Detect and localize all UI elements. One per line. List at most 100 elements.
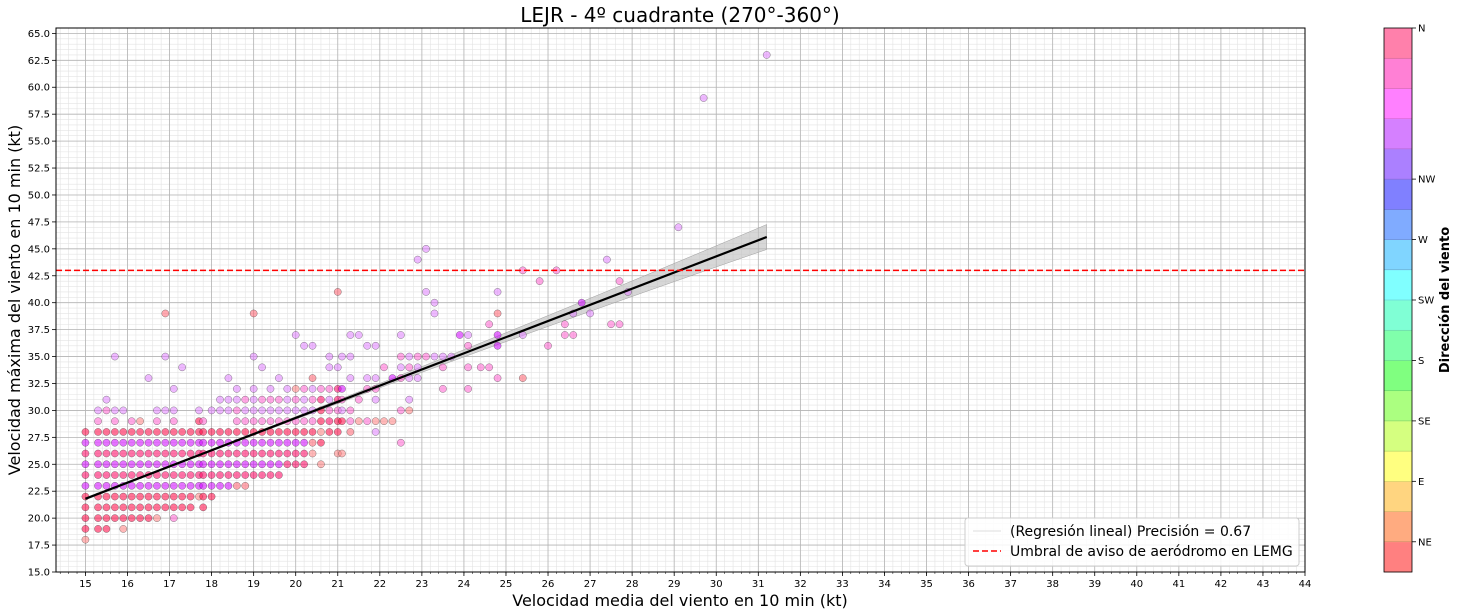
scatter-point [169,514,178,522]
scatter-point [199,481,208,490]
scatter-point [535,277,544,285]
legend-threshold-label: Umbral de aviso de aeródromo en LEMG [1010,544,1293,560]
scatter-point [169,481,178,490]
x-tick-label: 19 [247,579,260,590]
scatter-point [216,395,224,404]
scatter-point [161,309,170,318]
scatter-point [161,352,170,361]
scatter-point [325,406,334,415]
scatter-point [241,406,250,415]
scatter-point [439,385,447,393]
scatter-point [136,503,144,512]
scatter-point [102,395,111,404]
scatter-point [275,395,283,404]
x-tick-label: 42 [1215,579,1228,590]
x-tick-label: 44 [1299,579,1312,590]
scatter-point [325,395,334,404]
scatter-point [258,395,266,404]
scatter-point [291,395,300,404]
scatter-point [249,449,258,458]
scatter-point [127,481,136,490]
colorbar-segment [1384,481,1412,512]
scatter-point [224,460,233,469]
scatter-point [94,406,102,415]
scatter-point [266,460,275,469]
scatter-point [161,503,170,512]
y-tick-label: 42.5 [28,271,50,282]
colorbar-tick-label: SE [1418,416,1431,427]
x-tick-label: 20 [289,579,302,590]
scatter-point [102,449,111,458]
scatter-point [317,395,325,404]
x-tick-label: 33 [836,579,849,590]
scatter-point [199,492,208,501]
scatter-point [346,428,355,436]
scatter-point [178,471,187,479]
colorbar-segment [1384,300,1412,331]
scatter-point [241,449,250,458]
scatter-point [333,428,342,436]
scatter-point [607,320,615,329]
scatter-point [127,460,136,469]
scatter-point [232,417,241,426]
scatter-point [561,320,569,329]
scatter-point [308,341,317,350]
scatter-point [333,288,342,296]
scatter-point [422,244,430,253]
y-tick-label: 35.0 [28,352,50,363]
scatter-point [275,374,283,382]
scatter-point [266,406,275,415]
scatter-point [186,481,195,490]
scatter-point [224,406,233,415]
colorbar-tick-label: N [1418,24,1425,35]
scatter-point [161,471,170,479]
colorbar-tick-label: E [1418,477,1424,488]
scatter-point [94,525,102,533]
scatter-point [300,460,308,469]
scatter-point [266,417,275,426]
scatter-point [199,428,208,436]
scatter-point [207,481,216,490]
scatter-point [325,363,334,372]
scatter-points [81,51,771,544]
scatter-point [241,438,250,447]
scatter-point [178,492,187,501]
scatter-point [153,481,161,490]
colorbar-segment [1384,360,1412,392]
scatter-point [586,309,594,318]
scatter-point [161,428,170,436]
scatter-point [102,503,111,512]
scatter-point [291,385,300,393]
colorbar-segment [1384,58,1412,89]
scatter-point [81,428,90,436]
scatter-point [430,298,439,307]
y-tick-label: 20.0 [28,514,50,525]
x-tick-label: 25 [500,579,513,590]
y-tick-label: 27.5 [28,433,50,444]
scatter-point [169,449,178,458]
scatter-point [127,438,136,447]
colorbar-segment [1384,179,1412,210]
plot-frame [55,27,1306,573]
scatter-point [493,309,502,318]
scatter-point [199,417,208,426]
scatter-point [178,428,187,436]
scatter-point [186,460,195,469]
scatter-point [275,428,283,436]
scatter-point [258,438,266,447]
scatter-point [258,449,266,458]
y-tick-label: 32.5 [28,379,50,390]
scatter-point [119,471,128,479]
scatter-point [232,395,241,404]
scatter-point [413,352,422,361]
y-tick-label: 52.5 [28,164,50,175]
scatter-point [207,438,216,447]
scatter-point [195,406,203,415]
scatter-point [308,417,317,426]
x-tick-label: 32 [794,579,807,590]
scatter-point [464,363,472,372]
scatter-point [127,471,136,479]
scatter-point [699,94,708,102]
y-tick-label: 15.0 [28,568,50,579]
scatter-point [266,385,275,393]
